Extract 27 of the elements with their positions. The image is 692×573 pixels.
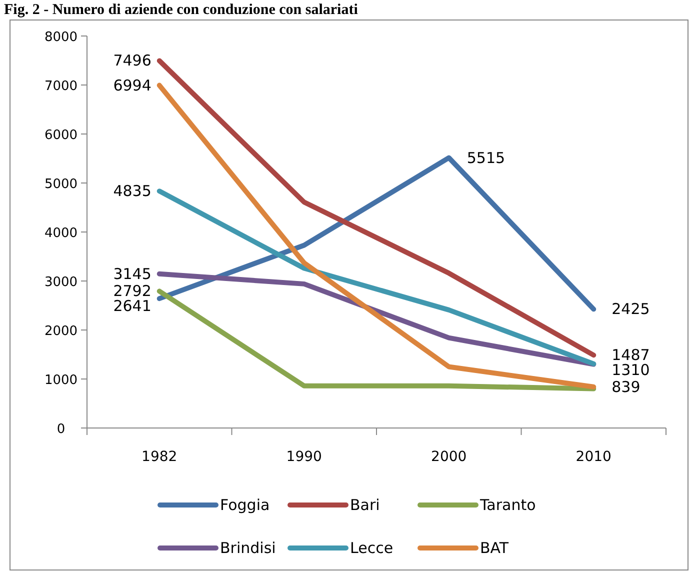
legend-label: BAT [480,539,510,557]
y-tick-label: 0 [56,422,66,437]
data-label: 6994 [113,76,152,94]
chart-title: Fig. 2 - Numero di aziende con conduzione con salariati [4,2,358,18]
data-label: 839 [612,378,640,396]
y-tick-label: 2000 [44,324,78,339]
y-tick-label: 4000 [44,226,78,241]
y-tick-label: 7000 [44,79,78,94]
legend-label: Brindisi [220,539,276,557]
data-label: 4835 [113,182,152,200]
legend-label: Foggia [220,496,270,514]
y-tick-label: 1000 [44,373,78,388]
data-label: 7496 [113,52,152,70]
data-label: 2425 [612,300,650,318]
data-label: 5515 [466,148,506,167]
legend-label: Lecce [350,539,394,557]
legend-label: Bari [350,496,380,514]
x-tick-label: 2010 [576,449,612,465]
x-tick-label: 1982 [142,449,178,465]
x-tick-label: 2000 [431,449,467,465]
y-tick-label: 6000 [44,128,78,143]
data-label: 3145 [113,264,152,283]
legend-label: Taranto [479,496,536,514]
y-tick-label: 3000 [44,275,78,290]
x-tick-label: 1990 [286,449,322,465]
y-tick-label: 5000 [44,177,78,192]
y-tick-label: 8000 [44,30,78,45]
